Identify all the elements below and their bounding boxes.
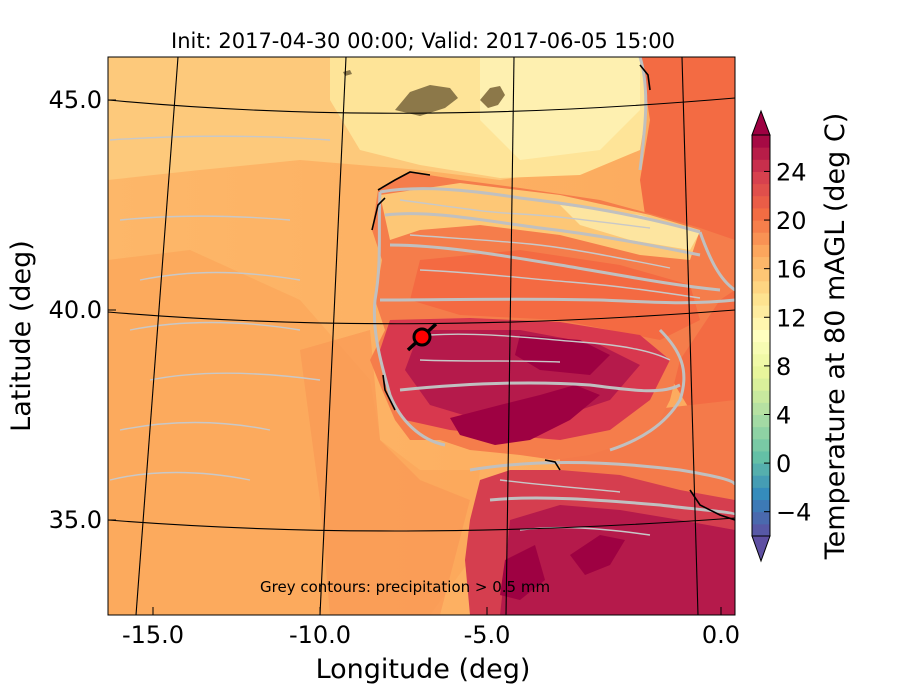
x-tick-label: -10.0	[289, 621, 351, 649]
location-marker	[406, 322, 438, 352]
coastal-warm-sea	[300, 330, 470, 615]
interior-hot-patch	[515, 335, 610, 375]
colorbar-band	[752, 463, 770, 476]
y-tick-label: 35.0	[49, 506, 102, 534]
colorbar-band	[752, 232, 770, 245]
colorbar-label: Temperature at 80 mAGL (deg C)	[820, 113, 851, 561]
colorbar-band	[752, 511, 770, 525]
colorbar-band	[752, 378, 770, 391]
france-coolest-area	[480, 57, 640, 160]
colorbar-band	[752, 268, 770, 282]
y-axis-label: Latitude (deg)	[6, 240, 37, 432]
alpine-patch-west	[395, 85, 458, 116]
morocco-coast-hot	[500, 545, 545, 600]
colorbar-tick-label: 0	[776, 450, 791, 478]
colorbar-max-extend	[751, 109, 771, 136]
colorbar-band	[752, 414, 770, 428]
colorbar-tick-label: 8	[776, 353, 791, 381]
colorbar-band	[752, 426, 770, 440]
colorbar-band	[752, 207, 770, 221]
guadalquivir-hottest	[450, 385, 600, 445]
colorbar-band	[752, 353, 770, 367]
y-tick-label: 45.0	[49, 86, 102, 114]
colorbar-band	[752, 220, 770, 233]
precip-annotation: Grey contours: precipitation > 0.5 mm	[260, 578, 550, 596]
colorbar-band	[752, 341, 770, 355]
colorbar-tick-label: 16	[776, 256, 807, 284]
x-tick-label: -5.0	[464, 621, 511, 649]
colorbar-tick-label: 4	[776, 401, 791, 429]
colorbar-band	[752, 317, 770, 330]
colorbar-band	[752, 256, 770, 270]
colorbar-band	[752, 329, 770, 343]
colorbar-band	[752, 244, 770, 258]
colorbar-band	[752, 499, 770, 513]
colorbar-band	[752, 147, 770, 160]
pyrenees-cool	[560, 205, 700, 250]
colorbar-band	[752, 402, 770, 415]
x-axis-label: Longitude (deg)	[316, 654, 531, 685]
colorbar: −4 0 4 8 12 16 20 24 Temperature at 80 mAGL (de…	[751, 109, 851, 563]
colorbar-band	[752, 195, 770, 209]
y-axis: 45.0 40.0 35.0 Latitude (deg)	[6, 86, 116, 534]
north-africa-hot	[500, 505, 735, 615]
colorbar-ticks: −4 0 4 8 12 16 20 24	[764, 158, 811, 527]
colorbar-band	[752, 159, 770, 172]
colorbar-tick-label: −4	[776, 499, 811, 527]
colorbar-frame	[751, 134, 771, 537]
colorbar-band	[752, 438, 770, 452]
atlas-hottest	[570, 535, 625, 575]
colorbar-band	[752, 475, 770, 488]
map-frame	[107, 56, 736, 616]
colorbar-bands	[752, 135, 770, 537]
map-title: Init: 2017-04-30 00:00; Valid: 2017-06-0…	[171, 29, 675, 53]
colorbar-band	[752, 487, 770, 501]
x-tick-label: 0.0	[702, 621, 740, 649]
map-panel: Grey contours: precipitation > 0.5 mm	[108, 57, 735, 615]
grid-lines	[108, 57, 735, 615]
colorbar-band	[752, 523, 770, 537]
colorbar-band	[752, 292, 770, 306]
alpine-patch-east	[480, 86, 505, 108]
colorbar-band	[752, 183, 770, 197]
x-axis: -15.0 -10.0 -5.0 0.0 Longitude (deg)	[122, 607, 740, 685]
colorbar-band	[752, 390, 770, 403]
x-tick-label: -15.0	[122, 621, 184, 649]
colorbar-tick-label: 20	[776, 207, 807, 235]
y-tick-label: 40.0	[49, 296, 102, 324]
colorbar-band	[752, 135, 770, 148]
colorbar-band	[752, 450, 770, 464]
colorbar-tick-label: 12	[776, 304, 807, 332]
colorbar-tick-label: 24	[776, 158, 807, 186]
colorbar-band	[752, 305, 770, 318]
precipitation-contours-fine	[109, 135, 701, 536]
colorbar-band	[752, 171, 770, 185]
colorbar-band	[752, 280, 770, 294]
colorbar-band	[752, 365, 770, 379]
colorbar-min-extend	[751, 535, 771, 563]
